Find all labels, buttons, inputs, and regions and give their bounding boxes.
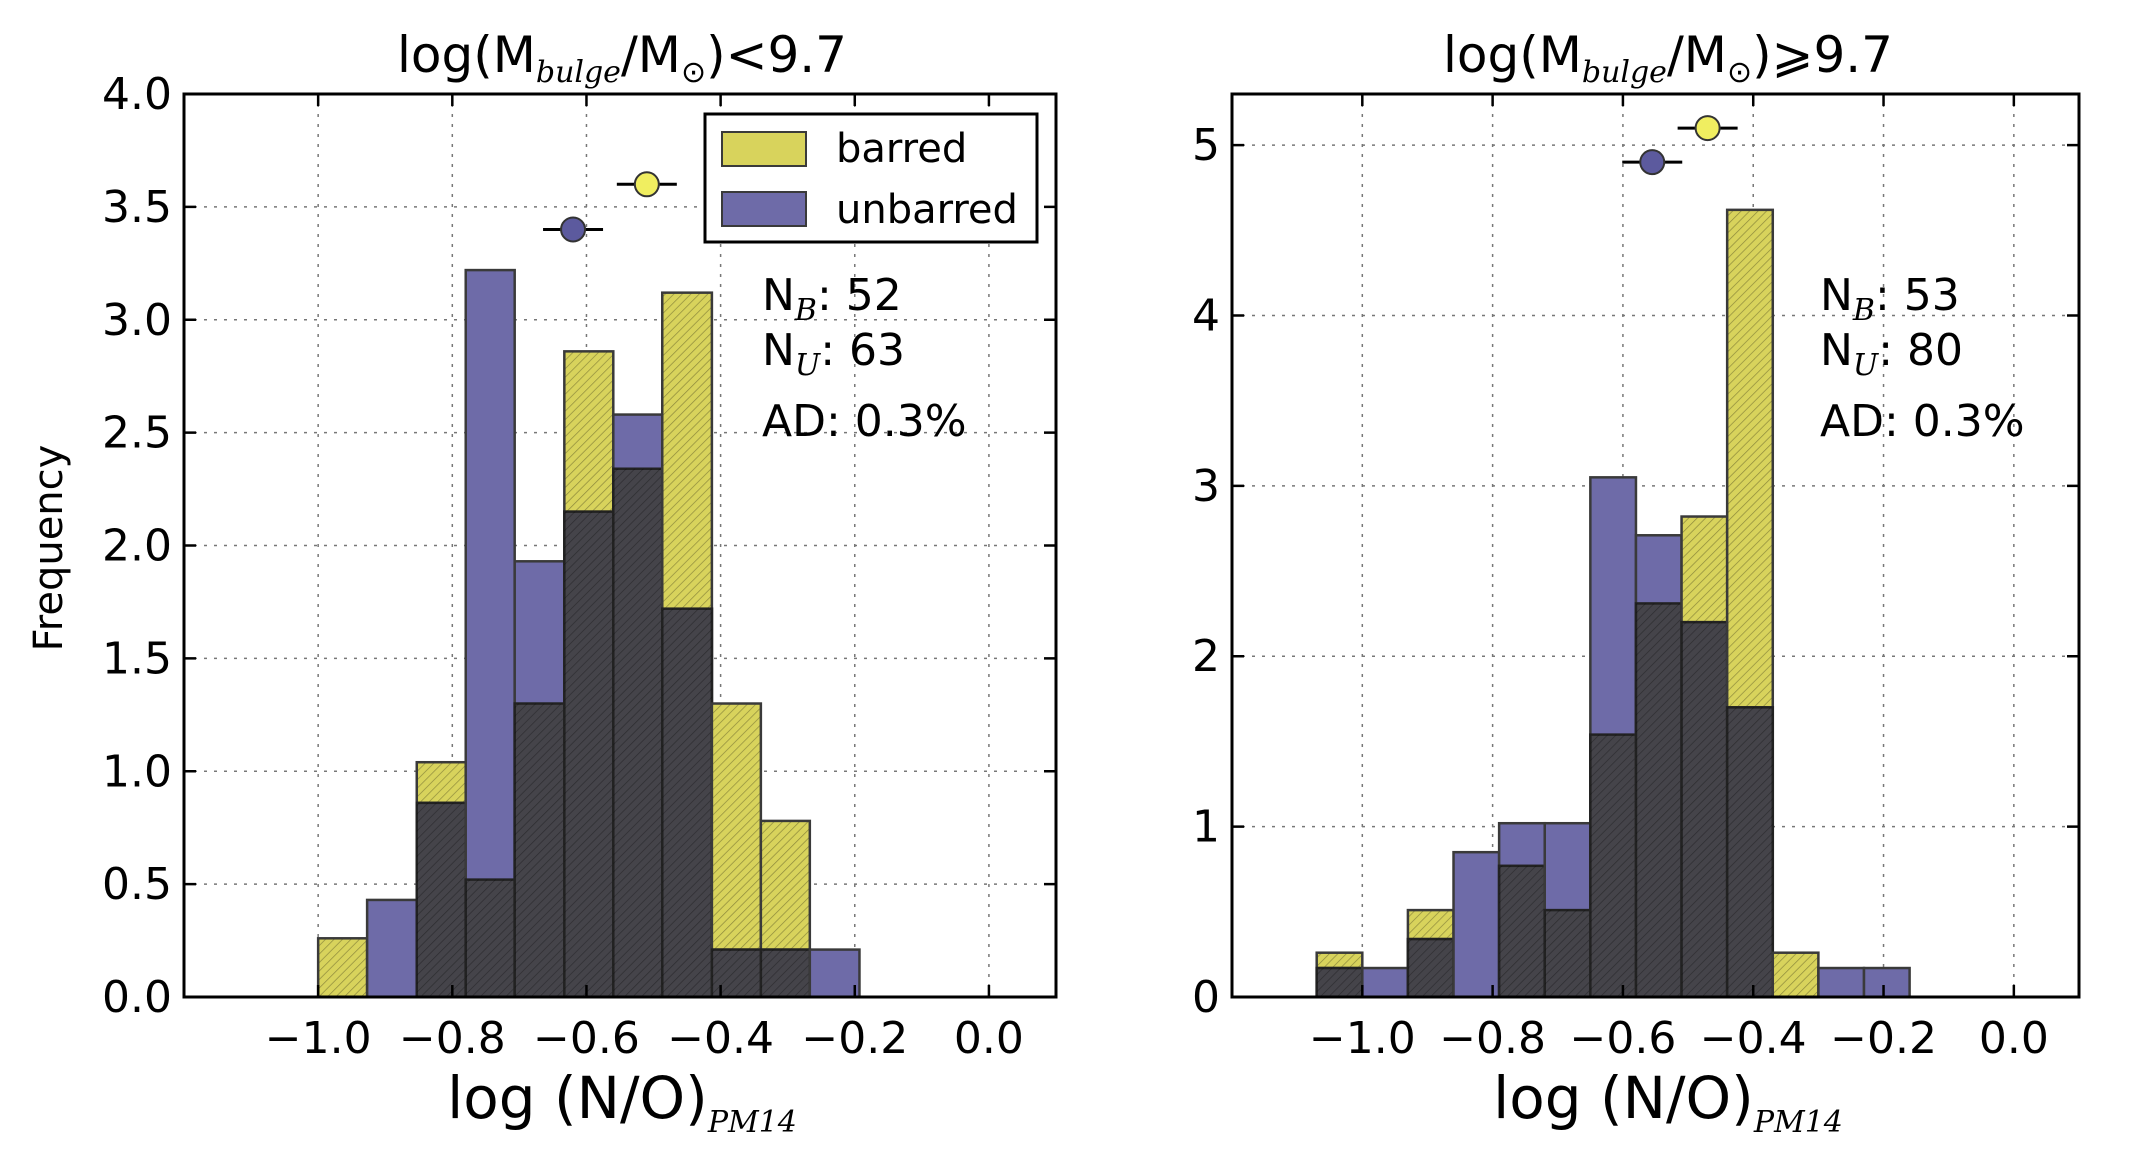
legend-label-unbarred: unbarred [836,187,1018,233]
y-tick-label: 3.0 [102,295,172,346]
bar-overlap-hatch [760,949,810,997]
axis-ticks: −1.0 −0.8 −0.6 −0.4 −0.2 0.0 0 1 2 3 4 5 [1192,94,2079,1064]
bar-unbarred [1452,850,1501,999]
x-tick-label: −0.4 [667,1013,774,1064]
y-tick-label: 0 [1192,972,1220,1023]
y-tick-label: 0.5 [102,859,172,910]
y-tick-label: 4 [1192,290,1220,341]
x-tick-label: −0.4 [1700,1013,1807,1064]
mean-marker-barred [1694,115,1721,142]
bar-overlap-hatch [662,608,712,997]
y-tick-label: 3.5 [102,182,172,233]
bar-unbarred [808,948,861,999]
n-barred-annotation: NB: 52 [762,270,902,328]
y-tick-label: 1 [1192,802,1220,853]
bar-overlap-hatch [1544,910,1591,997]
bar-overlap-hatch [1727,707,1773,997]
x-tick-label: 0.0 [1979,1013,2049,1064]
bar-overlap-hatch [1499,865,1545,997]
mean-markers [543,171,677,243]
axes-frame [1230,92,2081,999]
legend-label-barred: barred [836,126,967,172]
y-tick-label: 2 [1192,631,1220,682]
n-unbarred-annotation: NU: 80 [1820,325,1963,383]
y-tick-label: 1.0 [102,746,172,797]
y-tick-label: 0.0 [102,972,172,1023]
y-tick-label: 2.5 [102,408,172,459]
n-unbarred-annotation: NU: 63 [762,325,905,383]
bar-overlap-hatch [1681,622,1728,997]
bar-overlap-hatch [1316,968,1363,997]
x-tick-label: −0.8 [399,1013,506,1064]
ad-test-annotation: AD: 0.3% [1820,396,2025,447]
panel-title: log(Mbulge/M⊙)⩾9.7 [1443,26,1893,90]
x-tick-label: −0.6 [533,1013,640,1064]
x-axis-label: log (N/O)PM14 [447,1064,797,1140]
bar-overlap-hatch [416,802,466,997]
panel-title: log(Mbulge/M⊙)<9.7 [397,26,847,90]
bar-overlap-hatch [1635,603,1682,997]
histogram-panel-high-mass: −1.0 −0.8 −0.6 −0.4 −0.2 0.0 0 1 2 3 4 5 log(Mbulge… [1192,26,2081,1140]
x-tick-label: −0.8 [1439,1013,1546,1064]
bar-overlap-hatch [613,468,663,997]
bar-unbarred [365,898,419,999]
axis-ticks: −1.0 −0.8 −0.6 −0.4 −0.2 0.0 0.0 0.5 1.0 1.5 2.0 2.… [102,69,1056,1064]
mean-marker-barred [633,171,660,198]
bar-overlap-hatch [711,949,761,997]
histogram-panel-low-mass: −1.0 −0.8 −0.6 −0.4 −0.2 0.0 0.0 0.5 1.0 1.5 2.0 2.… [26,26,1058,1140]
mean-markers [1622,115,1738,176]
bar-unbarred [1862,966,1911,999]
x-tick-label: −1.0 [265,1013,372,1064]
bar-unbarred [1361,966,1410,999]
y-tick-label: 1.5 [102,633,172,684]
bar-overlap-hatch [514,703,565,997]
x-tick-label: 0.0 [954,1013,1024,1064]
bar-unbarred [1817,966,1866,999]
x-tick-label: −0.6 [1570,1013,1677,1064]
x-tick-label: −0.2 [801,1013,908,1064]
y-tick-label: 3 [1192,461,1220,512]
y-tick-label: 2.0 [102,521,172,572]
y-tick-label: 4.0 [102,69,172,120]
bar-barred-outline [1771,951,1820,999]
mean-marker-unbarred [560,216,587,243]
bar-barred-outline [316,937,369,999]
legend-swatch-unbarred [721,191,807,227]
x-tick-label: −1.0 [1309,1013,1416,1064]
x-axis-label: log (N/O)PM14 [1493,1064,1843,1140]
ad-test-annotation: AD: 0.3% [762,396,967,447]
y-tick-label: 5 [1192,120,1220,171]
bar-barred-outline [710,702,763,999]
bar-overlap-hatch [564,511,614,997]
mean-marker-unbarred [1639,149,1666,176]
legend-swatch-barred [721,131,807,167]
bar-overlap-hatch [1590,734,1636,997]
n-barred-annotation: NB: 53 [1820,270,1960,328]
x-tick-label: −0.2 [1830,1013,1937,1064]
histogram-bars [316,268,861,999]
bar-overlap-hatch [1407,939,1454,997]
bar-overlap-hatch [465,879,515,997]
y-axis-label: Frequency [26,445,72,652]
legend: barred unbarred [703,112,1039,244]
